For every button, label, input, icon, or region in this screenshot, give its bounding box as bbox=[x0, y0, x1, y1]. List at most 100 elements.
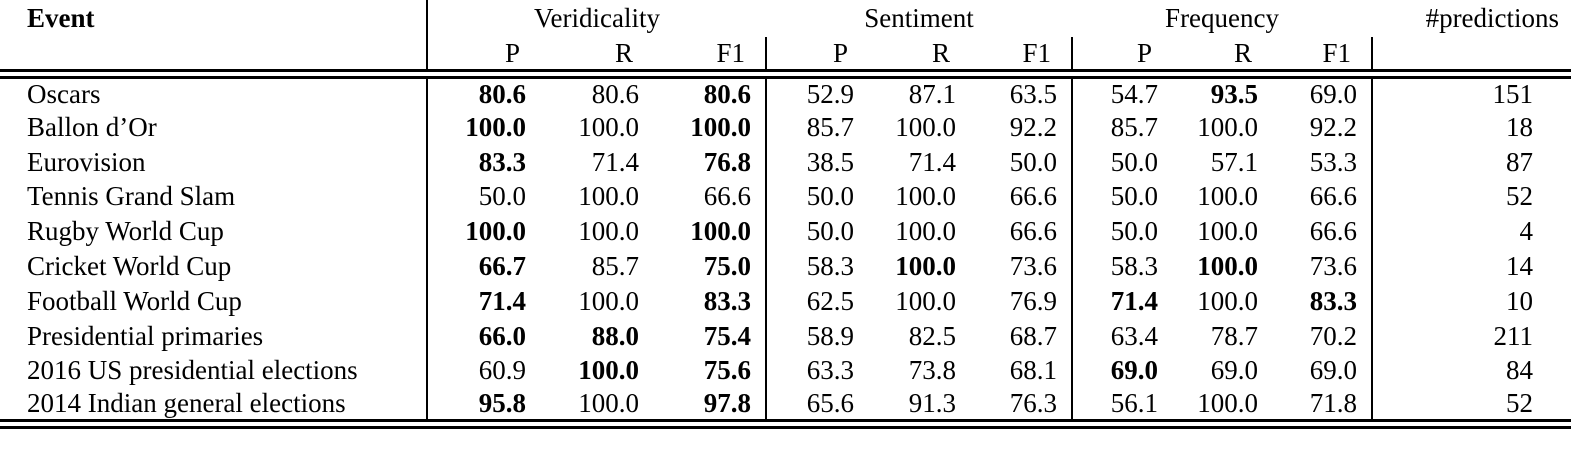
veridicality-p-value: 66.7 bbox=[426, 249, 540, 284]
header-subcol-row: P R F1 P R F1 P R F1 bbox=[0, 37, 1571, 79]
table-body: Oscars 80.6 80.6 80.6 52.9 87.1 63.5 54.7 93.5 69… bbox=[0, 74, 1571, 430]
sentiment-group-header: Sentiment bbox=[864, 3, 974, 33]
frequency-p-value: 69.0 bbox=[1071, 353, 1173, 389]
table-row: Ballon d’Or 100.0 100.0 100.0 85.7 100.0 92.2 8… bbox=[0, 110, 1571, 145]
veridicality-r-value: 100.0 bbox=[578, 181, 639, 212]
veridicality-p-value: 95.8 bbox=[426, 388, 540, 430]
sentiment-r-value: 71.4 bbox=[908, 146, 957, 177]
predictions-count: 87 bbox=[1371, 144, 1571, 180]
sentiment-f1-value: 63.5 bbox=[1009, 79, 1058, 109]
sentiment-r-value: 87.1 bbox=[908, 79, 957, 109]
frequency-p-value: 50.0 bbox=[1071, 214, 1173, 250]
table-row: Tennis Grand Slam 50.0 100.0 66.6 50.0 100.0 6… bbox=[0, 179, 1571, 215]
table-row: Rugby World Cup 100.0 100.0 100.0 50.0 100.0 6… bbox=[0, 214, 1571, 250]
frequency-group-header: Frequency bbox=[1165, 3, 1280, 33]
veridicality-f1-value: 80.6 bbox=[703, 79, 752, 109]
veridicality-p-value: 66.0 bbox=[426, 318, 540, 354]
frequency-f1-value: 69.0 bbox=[1309, 355, 1358, 386]
frequency-p-value: 50.0 bbox=[1071, 144, 1173, 180]
sentiment-f1-value: 76.3 bbox=[970, 388, 1073, 430]
frequency-p-value: 71.4 bbox=[1071, 283, 1173, 319]
table-header: Event Veridicality Sentiment Frequency #… bbox=[0, 0, 1571, 79]
sentiment-p-value: 58.3 bbox=[765, 249, 869, 284]
frequency-f1-value: 71.8 bbox=[1272, 388, 1373, 430]
frequency-p-value: 56.1 bbox=[1071, 388, 1173, 430]
veridicality-f1-value: 75.4 bbox=[703, 320, 752, 351]
sentiment-r-value: 100.0 bbox=[895, 251, 957, 282]
event-name: Tennis Grand Slam bbox=[27, 181, 236, 212]
veridicality-p-value: 60.9 bbox=[426, 353, 540, 389]
sentiment-r-value: 100.0 bbox=[895, 111, 957, 142]
sentiment-p-value: 63.3 bbox=[765, 353, 869, 389]
veridicality-r-value: 100.0 bbox=[578, 285, 639, 316]
frequency-f1-value: 70.2 bbox=[1309, 320, 1358, 351]
sentiment-recall-header: R bbox=[868, 37, 971, 79]
header-group-row: Event Veridicality Sentiment Frequency #… bbox=[0, 0, 1571, 37]
veridicality-f1-value: 75.0 bbox=[703, 251, 752, 282]
frequency-r-value: 100.0 bbox=[1197, 111, 1259, 142]
veridicality-p-value: 100.0 bbox=[426, 214, 540, 250]
veridicality-r-value: 100.0 bbox=[578, 355, 639, 386]
veridicality-r-value: 100.0 bbox=[540, 388, 653, 430]
metrics-table: Event Veridicality Sentiment Frequency #… bbox=[0, 0, 1571, 430]
frequency-r-value: 100.0 bbox=[1197, 216, 1259, 247]
frequency-f1-value: 53.3 bbox=[1309, 146, 1358, 177]
veridicality-f1-value: 97.8 bbox=[653, 388, 767, 430]
event-name: Eurovision bbox=[27, 146, 146, 177]
sentiment-f1-header: F1 bbox=[970, 37, 1073, 79]
table-row: Oscars 80.6 80.6 80.6 52.9 87.1 63.5 54.7 93.5 69… bbox=[0, 74, 1571, 110]
predictions-count: 14 bbox=[1371, 249, 1571, 284]
sentiment-f1-value: 92.2 bbox=[1009, 111, 1058, 142]
frequency-r-value: 100.0 bbox=[1197, 251, 1259, 282]
sentiment-p-value: 38.5 bbox=[765, 144, 869, 180]
veridicality-p-value: 83.3 bbox=[426, 144, 540, 180]
frequency-r-value: 69.0 bbox=[1210, 355, 1259, 386]
frequency-f1-value: 73.6 bbox=[1309, 251, 1358, 282]
sentiment-f1-value: 66.6 bbox=[1009, 181, 1058, 212]
sentiment-precision-header: P bbox=[765, 37, 869, 79]
sentiment-f1-value: 50.0 bbox=[1009, 146, 1058, 177]
frequency-p-value: 85.7 bbox=[1071, 110, 1173, 145]
table-row: 2014 Indian general elections 95.8 100.0 97… bbox=[0, 388, 1571, 430]
veridicality-p-value: 100.0 bbox=[426, 110, 540, 145]
sentiment-r-value: 100.0 bbox=[895, 181, 957, 212]
frequency-r-value: 100.0 bbox=[1172, 388, 1273, 430]
event-name: Football World Cup bbox=[27, 285, 242, 316]
sentiment-r-value: 100.0 bbox=[895, 216, 957, 247]
veridicality-f1-value: 100.0 bbox=[690, 111, 752, 142]
veridicality-f1-header: F1 bbox=[653, 37, 767, 79]
frequency-f1-value: 83.3 bbox=[1309, 285, 1358, 316]
event-name: Presidential primaries bbox=[27, 320, 264, 351]
veridicality-f1-value: 100.0 bbox=[690, 216, 752, 247]
event-name: Oscars bbox=[27, 79, 101, 109]
sentiment-f1-value: 68.1 bbox=[1009, 355, 1058, 386]
veridicality-f1-value: 83.3 bbox=[703, 285, 752, 316]
sentiment-p-value: 65.6 bbox=[765, 388, 869, 430]
sentiment-r-value: 73.8 bbox=[908, 355, 957, 386]
predictions-count: 52 bbox=[1371, 179, 1571, 215]
frequency-r-value: 100.0 bbox=[1197, 285, 1259, 316]
veridicality-precision-header: P bbox=[426, 37, 540, 79]
veridicality-recall-header: R bbox=[540, 37, 653, 79]
frequency-f1-value: 92.2 bbox=[1309, 111, 1358, 142]
frequency-precision-header: P bbox=[1071, 37, 1173, 79]
event-name: 2014 Indian general elections bbox=[0, 388, 427, 430]
veridicality-r-value: 85.7 bbox=[591, 251, 639, 282]
sentiment-p-value: 58.9 bbox=[765, 318, 869, 354]
sentiment-p-value: 52.9 bbox=[765, 74, 869, 110]
sentiment-f1-value: 73.6 bbox=[1009, 251, 1058, 282]
sentiment-r-value: 91.3 bbox=[868, 388, 971, 430]
predictions-count: 211 bbox=[1371, 318, 1571, 354]
sentiment-f1-value: 76.9 bbox=[1009, 285, 1058, 316]
sentiment-p-value: 62.5 bbox=[765, 283, 869, 319]
frequency-r-value: 93.5 bbox=[1210, 79, 1259, 109]
predictions-subheader-spacer bbox=[1371, 37, 1571, 79]
frequency-f1-value: 66.6 bbox=[1309, 216, 1358, 247]
veridicality-f1-value: 66.6 bbox=[703, 181, 752, 212]
table-row: Presidential primaries 66.0 88.0 75.4 58.9 82… bbox=[0, 318, 1571, 354]
frequency-recall-header: R bbox=[1172, 37, 1273, 79]
frequency-r-value: 57.1 bbox=[1210, 146, 1259, 177]
veridicality-f1-value: 75.6 bbox=[703, 355, 752, 386]
veridicality-r-value: 100.0 bbox=[578, 216, 639, 247]
table-row: Eurovision 83.3 71.4 76.8 38.5 71.4 50.0 50.0 57… bbox=[0, 144, 1571, 180]
